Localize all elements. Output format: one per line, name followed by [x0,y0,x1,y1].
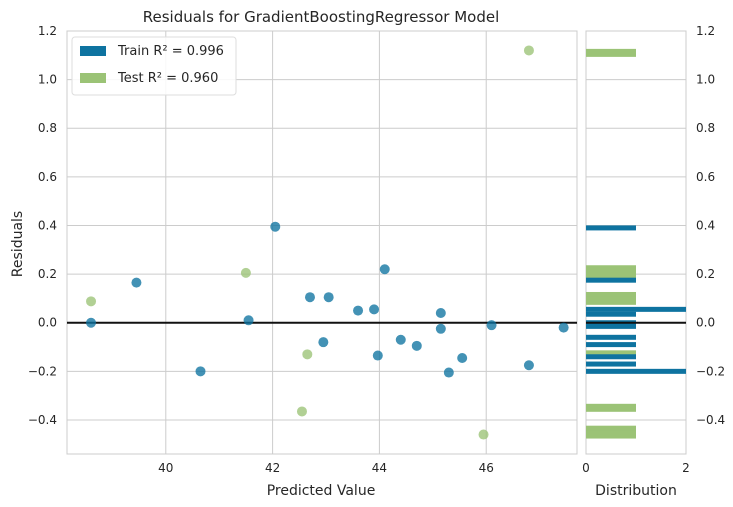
test-residual-point [523,45,534,56]
train-residual-point [457,352,468,363]
train-residual-point [379,264,390,275]
test-residual-point [86,296,97,307]
test-distribution-bar [586,430,636,439]
y-tick-label: −0.2 [28,364,57,378]
train-residual-point [523,360,534,371]
legend-swatch-test [80,73,106,83]
train-distribution-bar [586,354,636,360]
test-distribution-bar [586,403,636,412]
x-tick-label: 42 [265,461,280,475]
x-tick-label: 46 [479,461,494,475]
legend: Train R² = 0.996 Test R² = 0.960 [71,36,237,96]
distribution-y-tick-label: 0.6 [696,170,715,184]
x-tick-label: 44 [372,461,387,475]
train-distribution-bar [586,311,636,317]
train-distribution-bar [586,277,636,283]
train-residual-point [86,317,97,328]
test-distribution-bar [586,270,636,279]
train-residual-point [304,292,315,303]
plot-frame [66,30,578,455]
train-residual-point [243,315,254,326]
distribution-y-tick-label: 1.0 [696,73,715,87]
train-distribution-bar [586,368,686,374]
x-axis-label: Predicted Value [267,483,376,499]
test-distribution-bar [586,291,636,300]
distribution-y-tick-label: 0.4 [696,218,715,232]
test-residual-point [296,406,307,417]
distribution-plot-area: −0.4 −0.2 0.0 0.2 0.4 0.6 0.8 1.0 1.2 0 2 [582,24,725,475]
train-residual-point [131,277,142,288]
train-distribution-bar [586,306,686,312]
train-distribution-bar [586,323,636,329]
train-residual-point [195,366,206,377]
test-distribution-bar [586,48,636,57]
distribution-background [586,31,686,454]
train-residual-point [486,320,497,331]
test-distribution-bar [586,296,636,305]
distribution-x-tick-label: 0 [582,461,590,475]
legend-label-train: Train R² = 0.996 [117,44,224,59]
legend-box [71,36,237,96]
train-residual-point [395,334,406,345]
test-distribution-bar [586,425,636,434]
distribution-x-tick-label: 2 [682,461,690,475]
train-distribution-bar [586,342,636,348]
distribution-y-tick-label: 0.8 [696,121,715,135]
y-tick-label: 0.8 [38,121,57,135]
train-distribution-bar [586,225,636,231]
legend-swatch-train [80,46,106,56]
main-plot-area: −0.4 −0.2 0.0 0.2 0.4 0.6 0.8 1.0 1.2 40 42 44 46 [28,24,578,475]
train-distribution-bar [586,361,636,367]
y-tick-label: 0.4 [38,218,57,232]
chart-title: Residuals for GradientBoostingRegressor … [143,8,500,26]
train-residual-point [443,367,454,378]
y-tick-label: 0.0 [38,316,57,330]
legend-label-test: Test R² = 0.960 [117,71,218,86]
train-residual-point [372,350,383,361]
train-residual-point [270,221,281,232]
distribution-y-tick-label: 1.2 [696,24,715,38]
test-residual-point [478,429,489,440]
distribution-axis-label: Distribution [595,483,677,499]
train-residual-point [369,304,380,315]
train-residual-point [323,292,334,303]
distribution-y-tick-label: 0.2 [696,267,715,281]
train-residual-point [435,323,446,334]
plot-background [67,31,577,454]
train-residual-point [411,340,422,351]
train-residual-point [353,305,364,316]
distribution-frame [585,30,687,455]
train-residual-point [318,337,329,348]
y-tick-label: 1.2 [38,24,57,38]
distribution-y-tick-label: −0.2 [696,364,725,378]
train-distribution-bar [586,334,636,340]
y-axis-label: Residuals [10,211,26,277]
train-residual-point [435,308,446,318]
distribution-y-tick-label: −0.4 [696,413,725,427]
distribution-y-tick-label: 0.0 [696,316,715,330]
y-tick-label: 0.2 [38,267,57,281]
y-tick-label: −0.4 [28,413,57,427]
train-residual-point [558,322,569,333]
x-tick-label: 40 [158,461,173,475]
y-tick-label: 0.6 [38,170,57,184]
test-distribution-bar [586,265,636,274]
test-residual-point [302,349,313,360]
test-residual-point [240,267,251,278]
y-tick-label: 1.0 [38,73,57,87]
